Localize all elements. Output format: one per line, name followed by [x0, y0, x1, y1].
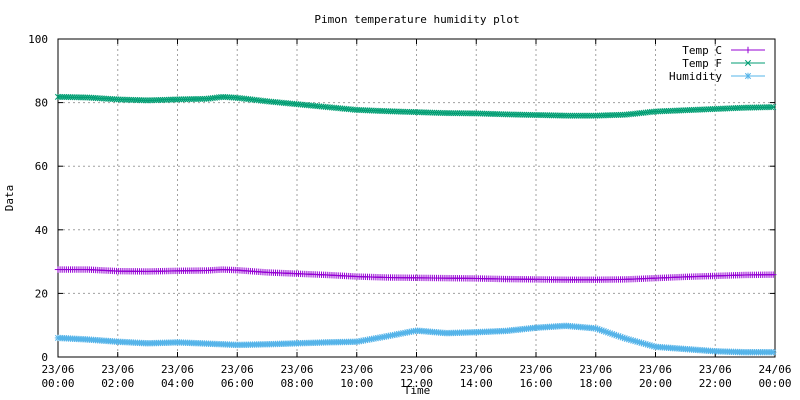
x-tick-label-date: 24/06: [758, 363, 791, 376]
x-tick-label-time: 04:00: [161, 377, 194, 390]
x-tick-label-time: 10:00: [340, 377, 373, 390]
x-tick-label-time: 22:00: [699, 377, 732, 390]
x-tick-label-time: 12:00: [400, 377, 433, 390]
axis-ticks: 02040608010023/0600:0023/0602:0023/0604:…: [28, 33, 791, 390]
y-tick-label: 20: [35, 287, 48, 300]
x-tick-label-date: 23/06: [41, 363, 74, 376]
y-tick-label: 80: [35, 97, 48, 110]
x-tick-label-date: 23/06: [340, 363, 373, 376]
grid: [58, 39, 775, 357]
y-tick-label: 40: [35, 224, 48, 237]
y-tick-label: 100: [28, 33, 48, 46]
series-temp-f: [54, 93, 777, 119]
legend-marker: [744, 46, 752, 54]
legend-swatch: [731, 59, 765, 67]
data-point: [770, 104, 777, 111]
x-tick-label-date: 23/06: [699, 363, 732, 376]
x-tick-label-time: 06:00: [221, 377, 254, 390]
series-temp-c: [54, 266, 777, 283]
y-tick-label: 60: [35, 160, 48, 173]
legend-swatch: [731, 72, 765, 80]
legend-marker: [744, 72, 752, 80]
x-tick-label-date: 23/06: [519, 363, 552, 376]
legend-label: Temp C: [682, 44, 722, 57]
x-tick-label-time: 14:00: [460, 377, 493, 390]
x-tick-label-date: 23/06: [101, 363, 134, 376]
y-axis-label: Data: [3, 185, 16, 212]
series: [54, 93, 777, 356]
x-axis-label: Time: [404, 384, 431, 397]
x-tick-label-date: 23/06: [400, 363, 433, 376]
x-tick-label-date: 23/06: [639, 363, 672, 376]
x-tick-label-time: 16:00: [519, 377, 552, 390]
x-tick-label-date: 23/06: [221, 363, 254, 376]
chart-title: Pimon temperature humidity plot: [314, 13, 519, 26]
x-tick-label-date: 23/06: [280, 363, 313, 376]
x-tick-label-time: 02:00: [101, 377, 134, 390]
x-tick-label-time: 00:00: [41, 377, 74, 390]
series-humidity: [54, 322, 777, 356]
x-tick-label-time: 00:00: [758, 377, 791, 390]
legend-swatch: [731, 46, 765, 54]
data-point: [770, 349, 777, 356]
x-tick-label-time: 20:00: [639, 377, 672, 390]
y-tick-label: 0: [41, 351, 48, 364]
data-point: [770, 271, 777, 278]
legend-label: Temp F: [682, 57, 722, 70]
legend-marker: [744, 59, 752, 67]
x-tick-label-date: 23/06: [579, 363, 612, 376]
legend-label: Humidity: [669, 70, 722, 83]
x-tick-label-date: 23/06: [161, 363, 194, 376]
x-tick-label-time: 08:00: [280, 377, 313, 390]
x-tick-label-date: 23/06: [460, 363, 493, 376]
data-point: [768, 104, 775, 111]
x-tick-label-time: 18:00: [579, 377, 612, 390]
